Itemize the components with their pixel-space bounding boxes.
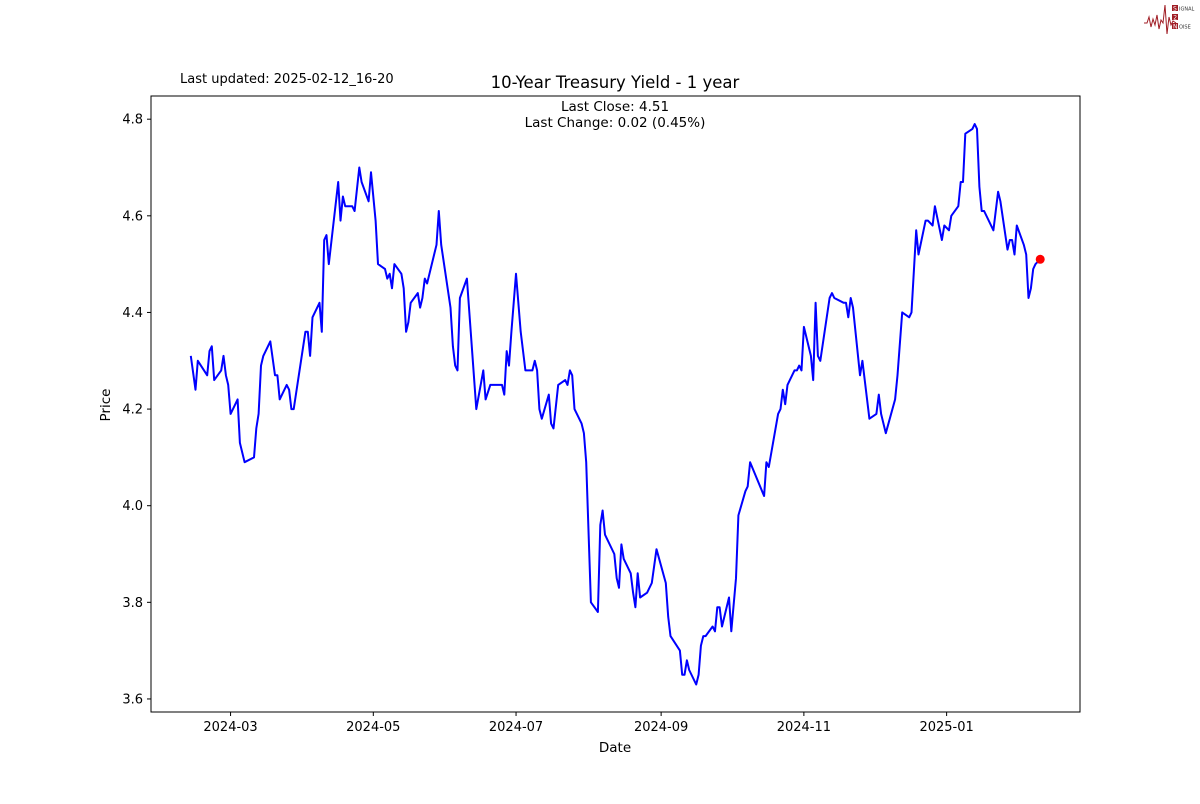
svg-text:2: 2	[1173, 15, 1177, 22]
svg-text:OISE: OISE	[1179, 25, 1191, 31]
last-close-marker	[1035, 254, 1045, 264]
y-tick-label: 4.4	[122, 306, 143, 321]
x-tick-label: 2024-07	[489, 720, 543, 735]
x-tick-label: 2024-05	[346, 720, 400, 735]
y-tick-label: 3.8	[122, 596, 143, 611]
x-axis-label: Date	[599, 740, 631, 756]
svg-text:IGNAL: IGNAL	[1179, 7, 1195, 13]
y-tick-label: 4.6	[122, 209, 143, 224]
svg-text:S: S	[1173, 6, 1177, 13]
last-change-label: Last Change: 0.02 (0.45%)	[525, 115, 706, 131]
y-axis-label: Price	[98, 389, 114, 422]
last-updated-label: Last updated: 2025-02-12_16-20	[180, 72, 394, 87]
x-axis: 2024-03 2024-05 2024-07 2024-09 2024-11 2025-…	[203, 712, 974, 735]
y-axis: 3.6 3.8 4.0 4.2 4.4 4.6 4.8	[122, 113, 151, 707]
y-tick-label: 3.6	[122, 692, 143, 707]
svg-text:N: N	[1173, 24, 1178, 31]
plot-area: 2024-03 2024-05 2024-07 2024-09 2024-11 2025-…	[122, 95, 1081, 735]
waveform-icon	[1144, 4, 1177, 35]
last-close-label: Last Close: 4.51	[561, 99, 669, 115]
y-tick-label: 4.0	[122, 499, 143, 514]
chart-title: 10-Year Treasury Yield - 1 year	[491, 73, 740, 92]
x-tick-label: 2025-01	[919, 720, 973, 735]
x-tick-label: 2024-09	[634, 720, 688, 735]
x-tick-label: 2024-03	[203, 720, 257, 735]
x-tick-label: 2024-11	[777, 720, 831, 735]
yield-line	[189, 123, 1041, 686]
signal-2-noise-logo: S IGNAL 2 N OISE	[1144, 4, 1195, 35]
plot-frame	[150, 95, 1081, 713]
y-tick-label: 4.2	[122, 403, 143, 418]
y-tick-label: 4.8	[122, 113, 143, 128]
